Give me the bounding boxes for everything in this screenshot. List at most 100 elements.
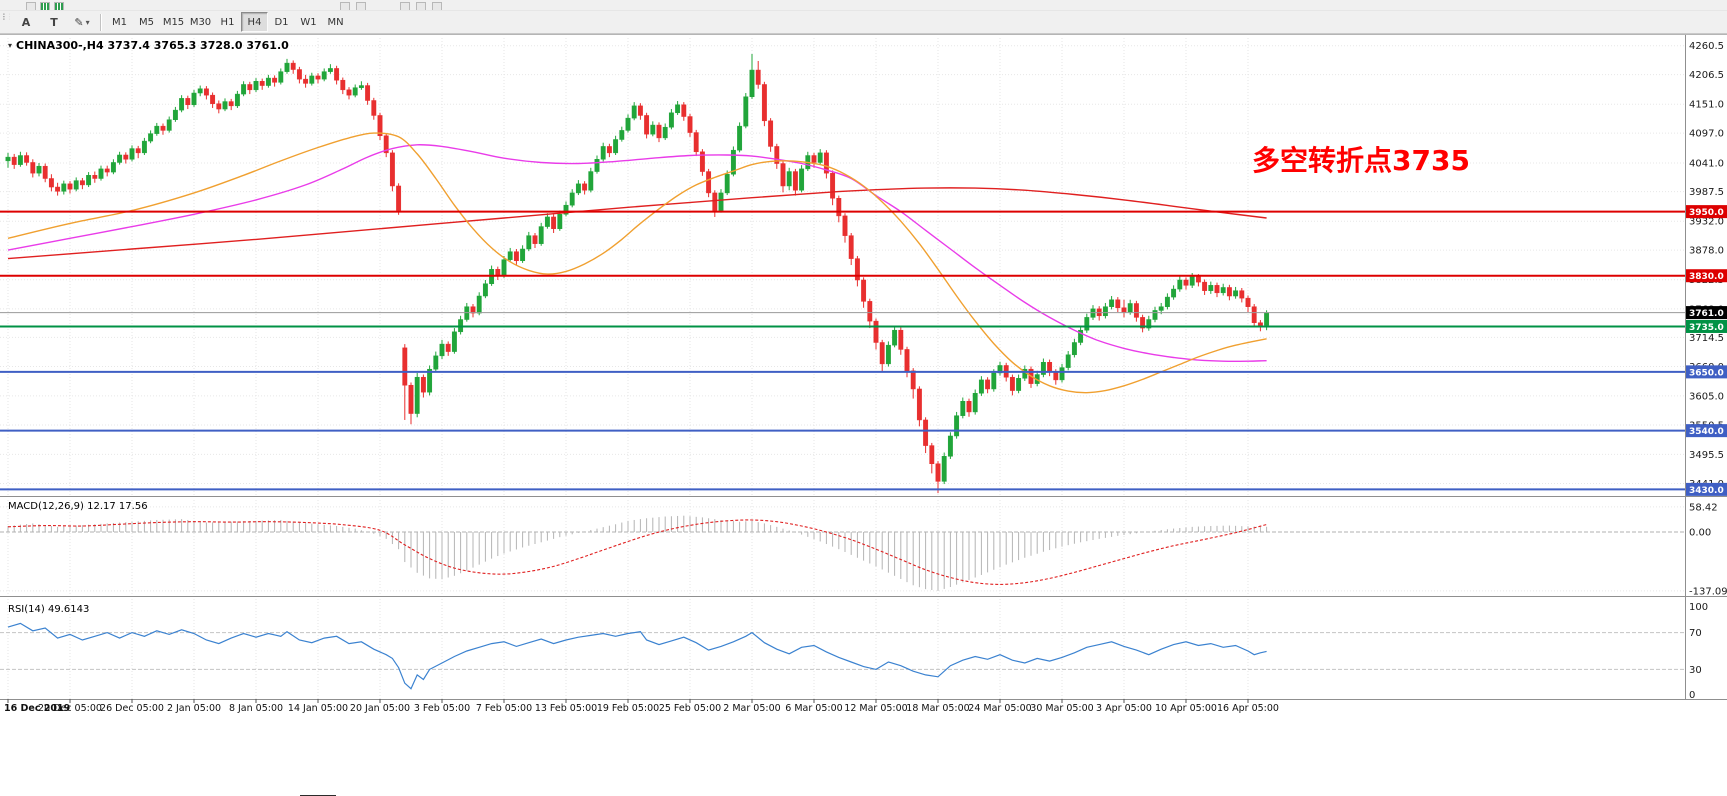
svg-text:3 Feb 05:00: 3 Feb 05:00 <box>414 703 470 714</box>
timeframe-h1[interactable]: H1 <box>220 16 235 28</box>
badge-3430.0 <box>1686 482 1727 496</box>
svg-text:18 Mar 05:00: 18 Mar 05:00 <box>906 703 969 714</box>
svg-text:26 Dec 05:00: 26 Dec 05:00 <box>100 703 164 714</box>
tile-windows-icon[interactable] <box>432 2 442 10</box>
new-chart-icon[interactable] <box>340 2 350 10</box>
ma-mid-magenta <box>7 144 1267 363</box>
line-chart-icon[interactable] <box>54 2 64 10</box>
svg-text:16 Apr 05:00: 16 Apr 05:00 <box>1217 703 1279 714</box>
svg-text:3830.0: 3830.0 <box>1689 272 1724 282</box>
svg-text:16 Dec 2019: 16 Dec 2019 <box>4 703 70 714</box>
svg-text:3495.5: 3495.5 <box>1689 450 1724 461</box>
svg-text:20 Dec 05:00: 20 Dec 05:00 <box>38 703 102 714</box>
line-studies-toolbar: A T ✎ ▾ <box>12 12 96 33</box>
chart-title-text: CHINA300-,H4 3737.4 3765.3 3728.0 3761.0 <box>16 39 289 52</box>
svg-text:100: 100 <box>1689 602 1708 613</box>
annotation-text[interactable]: 多空转折点3735 <box>1252 144 1470 177</box>
svg-text:4041.0: 4041.0 <box>1689 159 1724 170</box>
new-order-icon[interactable] <box>26 2 36 10</box>
rsi-label: RSI(14) 49.6143 <box>8 604 90 615</box>
toolbar-separator <box>100 13 102 31</box>
text-label-tool-icon: A <box>21 15 31 29</box>
svg-text:3540.0: 3540.0 <box>1689 427 1724 437</box>
price-badges: 3950.0 3830.0 3761.0 3735.0 3650.0 3540.0 3430… <box>1686 205 1727 496</box>
badge-3735.0 <box>1686 319 1727 333</box>
gridlines <box>0 38 1685 699</box>
svg-text:7 Feb 05:00: 7 Feb 05:00 <box>476 703 532 714</box>
svg-text:70: 70 <box>1689 628 1702 639</box>
svg-text:8 Jan 05:00: 8 Jan 05:00 <box>229 703 283 714</box>
svg-text:3950.0: 3950.0 <box>1689 208 1724 218</box>
svg-text:3987.5: 3987.5 <box>1689 187 1724 198</box>
bar-chart-icon[interactable] <box>40 2 50 10</box>
chart-window[interactable]: 4260.5 4206.5 4151.0 4097.0 4041.0 3987.5 3932… <box>0 34 1727 715</box>
svg-text:3735.0: 3735.0 <box>1689 323 1724 333</box>
svg-text:2 Mar 05:00: 2 Mar 05:00 <box>723 703 780 714</box>
svg-text:14 Jan 05:00: 14 Jan 05:00 <box>288 703 348 714</box>
macd-histogram <box>7 515 1268 591</box>
zoom-out-icon[interactable] <box>416 2 426 10</box>
timeframe-w1[interactable]: W1 <box>300 16 317 28</box>
badge-3761.0 <box>1686 306 1727 320</box>
text-tool[interactable]: T <box>41 12 67 33</box>
timeframe-m5[interactable]: M5 <box>139 16 154 28</box>
svg-text:3714.5: 3714.5 <box>1689 333 1724 344</box>
rsi-line <box>7 622 1267 690</box>
svg-text:12 Mar 05:00: 12 Mar 05:00 <box>844 703 907 714</box>
svg-text:0: 0 <box>1689 690 1695 701</box>
svg-text:6 Mar 05:00: 6 Mar 05:00 <box>785 703 842 714</box>
panel-frames <box>0 35 1727 700</box>
timeframe-m30[interactable]: M30 <box>189 16 212 28</box>
svg-text:2 Jan 05:00: 2 Jan 05:00 <box>167 703 221 714</box>
svg-text:30 Mar 05:00: 30 Mar 05:00 <box>1030 703 1093 714</box>
ma-fast-orange <box>7 132 1267 394</box>
timeframe-mn[interactable]: MN <box>327 16 344 28</box>
macd-label: MACD(12,26,9) 12.17 17.56 <box>8 501 148 512</box>
svg-text:3605.0: 3605.0 <box>1689 391 1724 402</box>
svg-text:3650.0: 3650.0 <box>1689 368 1724 378</box>
timeframe-h4[interactable]: H4 <box>241 12 268 32</box>
svg-text:3761.0: 3761.0 <box>1689 309 1724 319</box>
svg-text:0.00: 0.00 <box>1689 528 1711 539</box>
badge-3950.0 <box>1686 205 1727 219</box>
svg-text:3878.0: 3878.0 <box>1689 246 1724 257</box>
svg-text:24 Mar 05:00: 24 Mar 05:00 <box>968 703 1031 714</box>
text-label-tool[interactable]: A <box>13 12 39 33</box>
candlesticks <box>5 54 1270 494</box>
svg-text:4206.5: 4206.5 <box>1689 70 1724 81</box>
macd-signal-line <box>7 519 1267 585</box>
toolbar-top-partial <box>0 0 1727 11</box>
profiles-icon[interactable] <box>356 2 366 10</box>
badge-3830.0 <box>1686 269 1727 283</box>
text-tool-icon: T <box>50 15 58 29</box>
svg-text:3932.0: 3932.0 <box>1689 217 1724 228</box>
zoom-in-icon[interactable] <box>400 2 410 10</box>
svg-text:30: 30 <box>1689 665 1702 676</box>
svg-text:10 Apr 05:00: 10 Apr 05:00 <box>1155 703 1217 714</box>
svg-text:3 Apr 05:00: 3 Apr 05:00 <box>1096 703 1152 714</box>
svg-text:4097.0: 4097.0 <box>1689 129 1724 140</box>
dropdown-caret-icon: ▾ <box>85 17 90 27</box>
drawing-tool-dropdown-icon: ✎ <box>74 15 84 29</box>
chart-title: ▾ CHINA300-,H4 3737.4 3765.3 3728.0 3761… <box>8 39 289 52</box>
badge-3540.0 <box>1686 424 1727 438</box>
toolbar: ⡇⡇ A T ✎▾ M1 M5 M15 M30 H1 H4 D1 W1 MN <box>0 11 1727 34</box>
timeframes-toolbar: M1 M5 M15 M30 H1 H4 D1 W1 MN <box>106 12 349 32</box>
symbol-dropdown-icon[interactable]: ▾ <box>8 41 13 50</box>
drawing-tool-dropdown[interactable]: ✎ ▾ <box>69 12 95 33</box>
horizontal-lines[interactable] <box>0 210 1685 491</box>
svg-text:4260.5: 4260.5 <box>1689 41 1724 52</box>
timeframe-m1[interactable]: M1 <box>112 16 127 28</box>
ma-slow-red <box>7 187 1267 260</box>
chart-canvas[interactable]: 4260.5 4206.5 4151.0 4097.0 4041.0 3987.5 3932… <box>0 35 1727 715</box>
svg-text:-137.09: -137.09 <box>1689 586 1727 597</box>
timeframe-d1[interactable]: D1 <box>274 16 289 28</box>
svg-text:25 Feb 05:00: 25 Feb 05:00 <box>659 703 721 714</box>
timeframe-m15[interactable]: M15 <box>162 16 185 28</box>
svg-text:19 Feb 05:00: 19 Feb 05:00 <box>597 703 659 714</box>
toolbar-drag-handle[interactable]: ⡇⡇ <box>2 13 10 21</box>
chart-background <box>0 35 1727 715</box>
svg-text:4151.0: 4151.0 <box>1689 100 1724 111</box>
